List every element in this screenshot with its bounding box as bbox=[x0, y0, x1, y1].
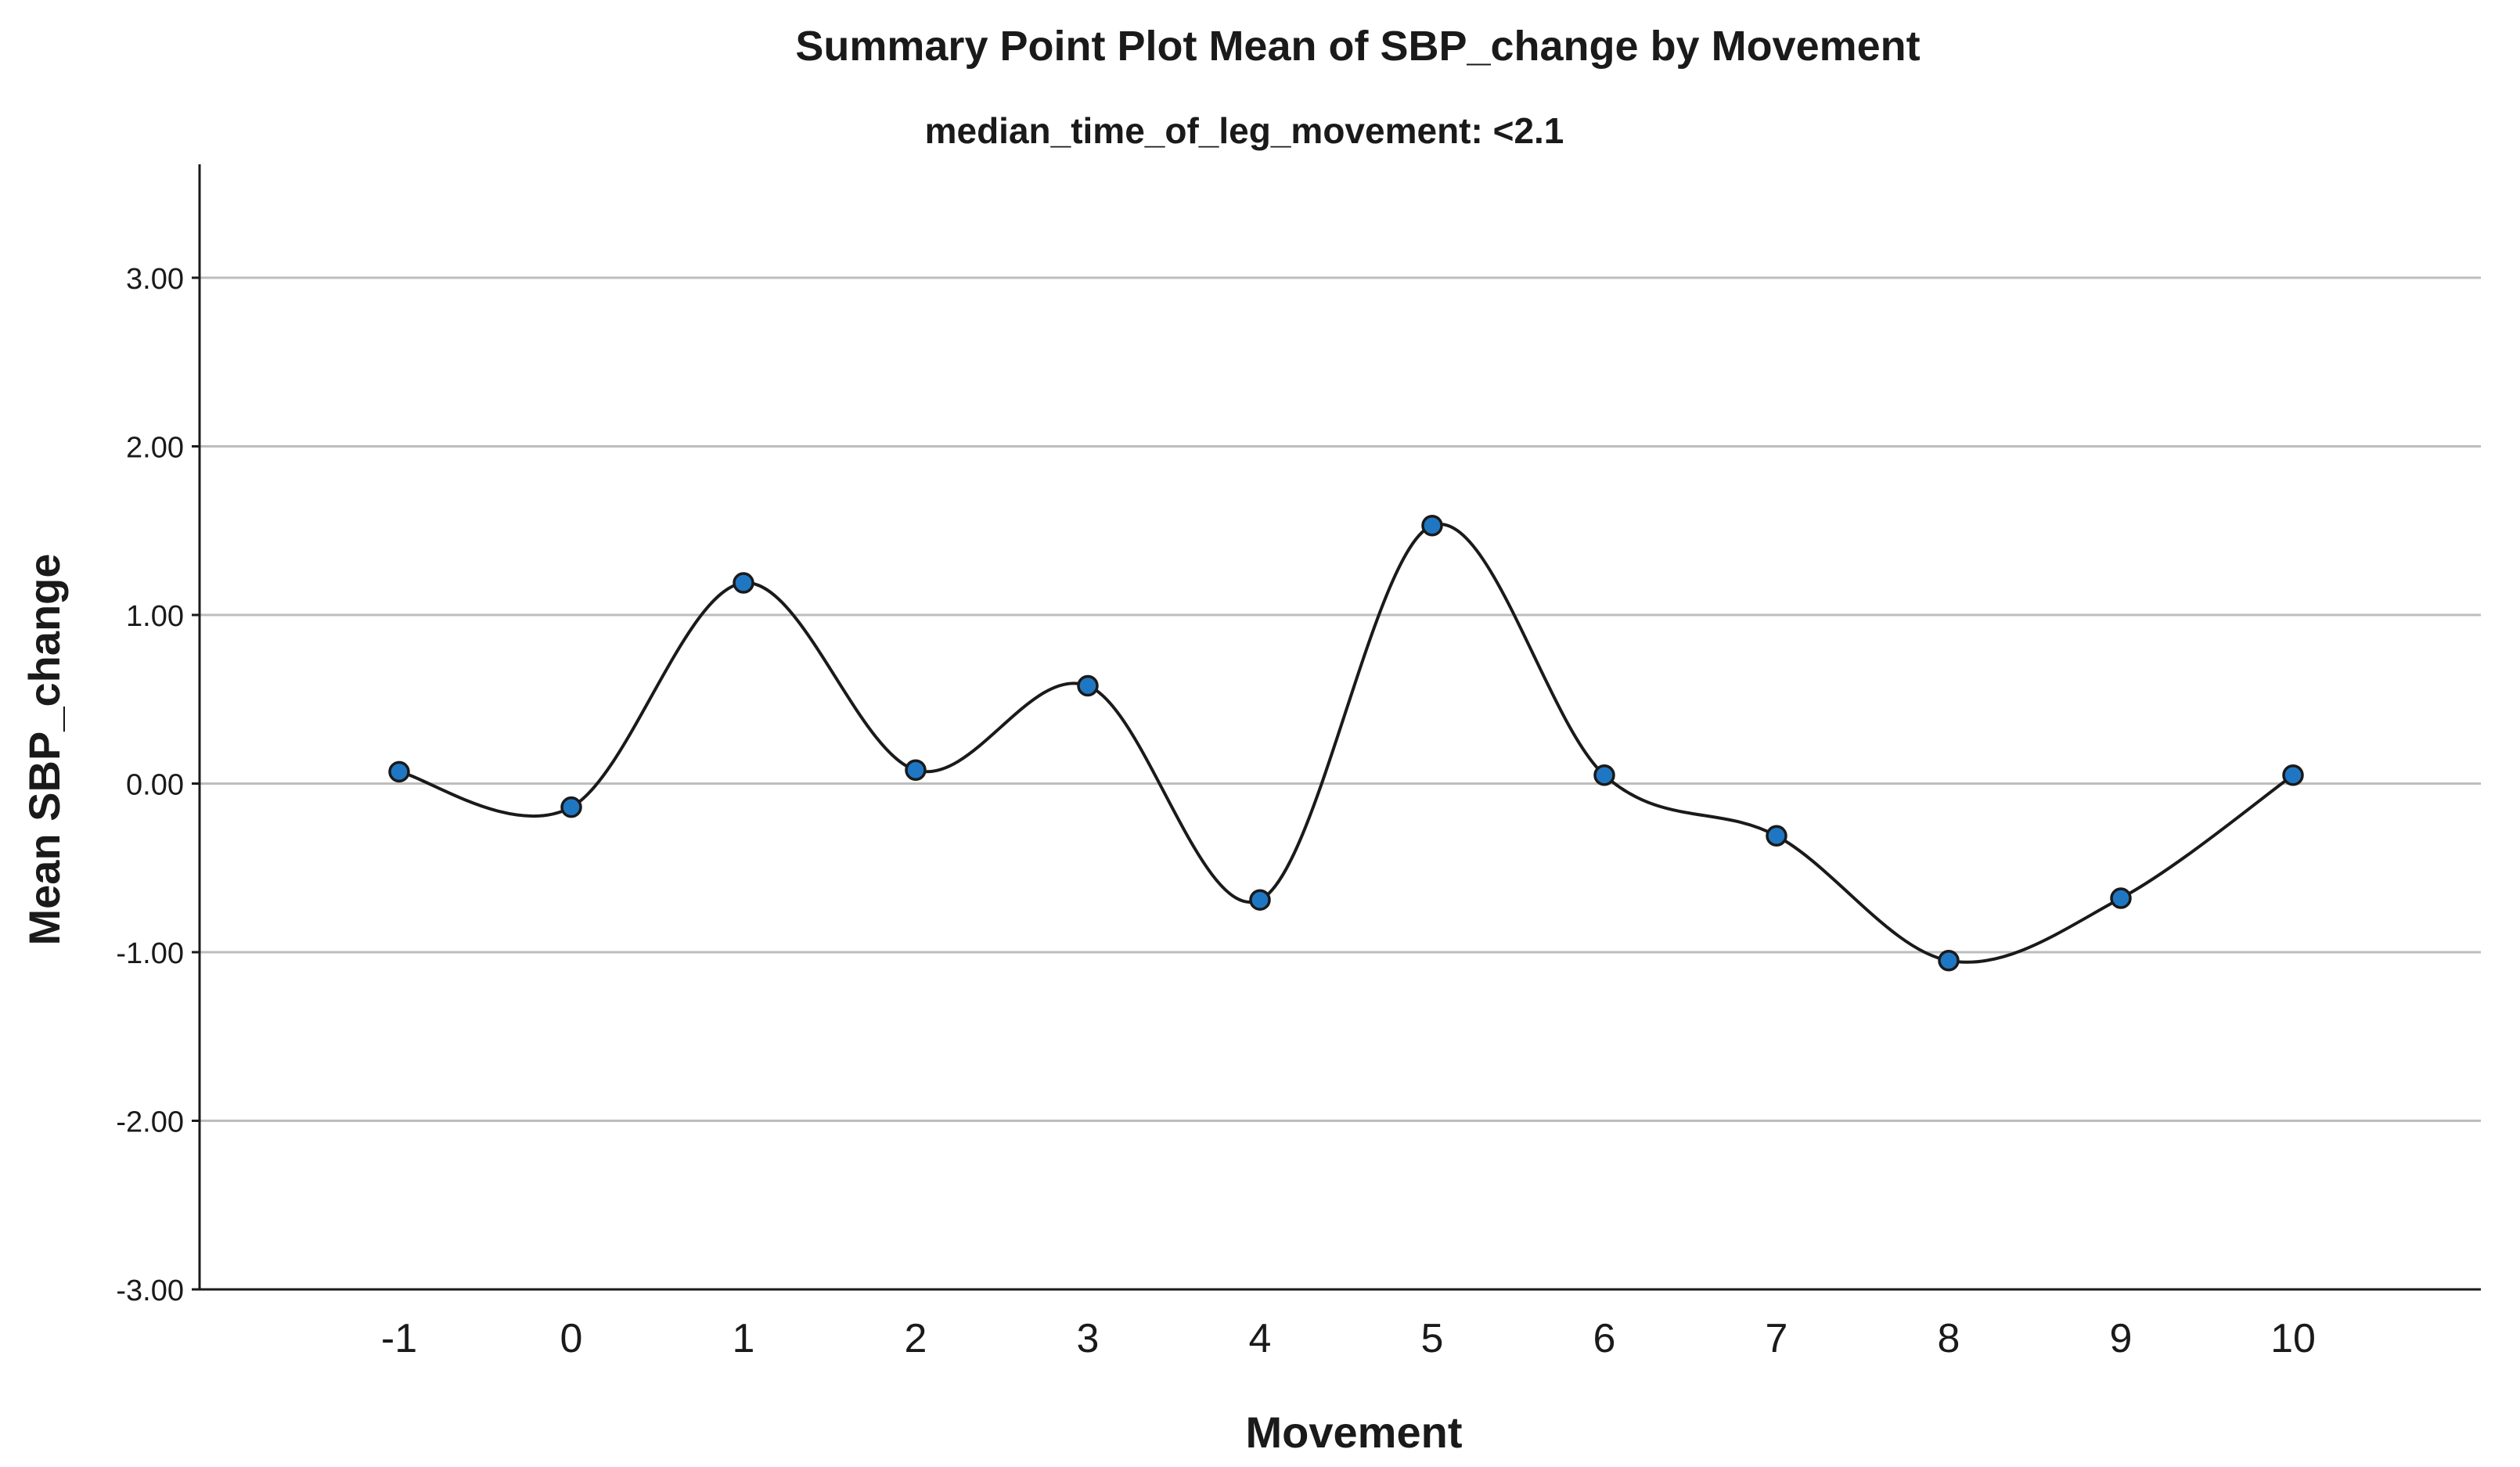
y-tick-label: 0.00 bbox=[126, 769, 184, 802]
x-tick-label: 6 bbox=[1593, 1316, 1616, 1361]
x-tick-label: 9 bbox=[2110, 1316, 2133, 1361]
x-tick-label: -1 bbox=[381, 1316, 417, 1361]
x-tick-labels: -1 0 1 2 3 4 5 6 7 8 9 10 bbox=[381, 1316, 2316, 1361]
x-tick-label: 1 bbox=[733, 1316, 755, 1361]
y-tick-label: 3.00 bbox=[126, 263, 184, 296]
y-tick-label: 2.00 bbox=[126, 432, 184, 465]
x-tick-label: 2 bbox=[905, 1316, 927, 1361]
data-point bbox=[388, 760, 410, 783]
data-point bbox=[1249, 889, 1271, 911]
y-axis-label: Mean SBP_change bbox=[20, 553, 69, 945]
y-tick-label: 1.00 bbox=[126, 600, 184, 633]
data-points bbox=[388, 515, 2304, 972]
x-tick-label: 8 bbox=[1938, 1316, 1960, 1361]
chart-title: Summary Point Plot Mean of SBP_change by… bbox=[795, 23, 1920, 70]
series-line bbox=[398, 523, 2295, 964]
y-tick-labels: 3.00 2.00 1.00 0.00 -1.00 -2.00 -3.00 bbox=[116, 263, 200, 1307]
chart-subtitle: median_time_of_leg_movement: <2.1 bbox=[925, 110, 1564, 151]
data-point bbox=[733, 572, 754, 594]
data-point bbox=[2282, 764, 2304, 786]
x-tick-label: 5 bbox=[1421, 1316, 1444, 1361]
x-tick-label: 7 bbox=[1766, 1316, 1788, 1361]
x-tick-label: 10 bbox=[2270, 1316, 2316, 1361]
data-point bbox=[1938, 950, 1960, 972]
x-tick-label: 4 bbox=[1249, 1316, 1272, 1361]
data-point bbox=[1421, 515, 1443, 537]
data-point bbox=[560, 796, 582, 818]
x-axis-label: Movement bbox=[1246, 1408, 1463, 1457]
data-point bbox=[2110, 887, 2132, 909]
data-point bbox=[1766, 825, 1787, 847]
y-tick-label: -3.00 bbox=[116, 1275, 184, 1307]
x-tick-label: 3 bbox=[1077, 1316, 1100, 1361]
data-point bbox=[1593, 764, 1615, 786]
gridlines bbox=[200, 276, 2481, 1122]
y-tick-label: -1.00 bbox=[116, 937, 184, 970]
x-tick-label: 0 bbox=[560, 1316, 583, 1361]
y-tick-label: -2.00 bbox=[116, 1106, 184, 1139]
data-point bbox=[1077, 674, 1099, 697]
data-point bbox=[905, 759, 927, 782]
